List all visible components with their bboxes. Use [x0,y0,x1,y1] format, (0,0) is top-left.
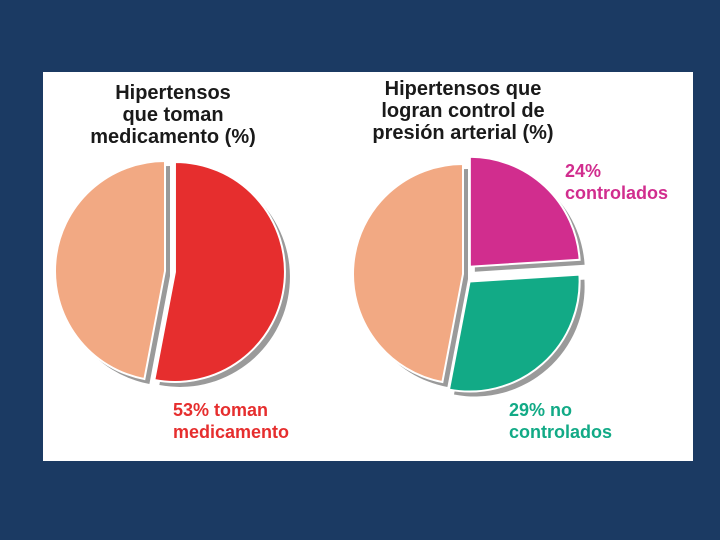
pie-1-slice-1 [153,160,286,383]
pie-2-slice-1 [468,155,581,268]
chart-panel: Hipertensos que toman medicamento (%) Hi… [43,72,693,461]
slice-label-toman-medicamento: 53% toman medicamento [173,400,290,442]
slice-label-no-controlados: 29% no controlados [509,400,613,442]
slice-label-controlados: 24% controlados [565,161,669,203]
pie-2-slice-2 [447,273,581,393]
pie-2-slice-3 [352,162,464,384]
pie-charts [54,155,585,397]
chart-2-title: Hipertensos que logran control de presió… [372,78,554,144]
chart-1-title: Hipertensos que toman medicamento (%) [90,82,256,148]
pie-1-slice-2 [54,159,166,381]
